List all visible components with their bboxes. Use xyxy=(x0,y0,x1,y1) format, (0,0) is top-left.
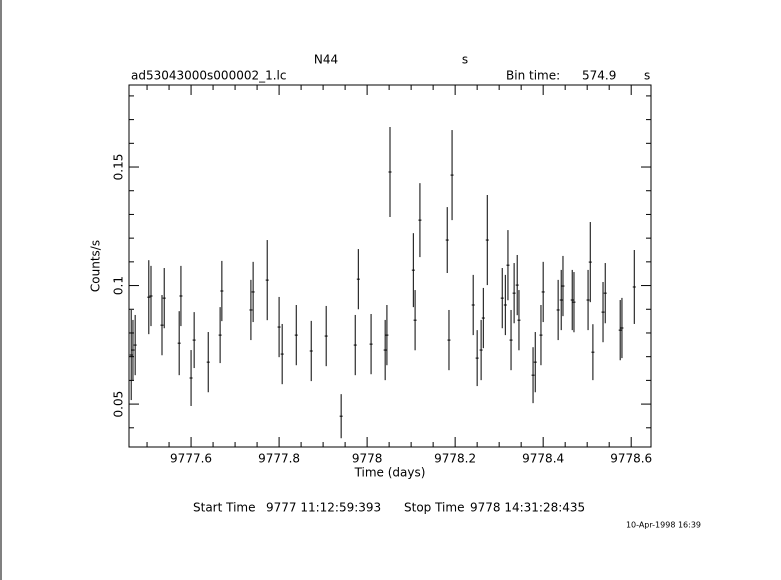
y-tick-label: 0.1 xyxy=(112,276,126,295)
start-time-label: Start Time xyxy=(193,501,256,515)
stop-time-label: Stop Time xyxy=(404,501,464,515)
y-axis-label: Counts/s xyxy=(89,240,103,292)
file-name: ad53043000s000002_1.lc xyxy=(131,69,287,83)
x-tick-label: 9778.2 xyxy=(434,452,476,466)
x-tick-label: 9778 xyxy=(352,452,383,466)
stop-time: 9778 14:31:28:435 xyxy=(470,501,585,515)
timestamp: 10-Apr-1998 16:39 xyxy=(626,521,701,530)
x-tick-label: 9778.6 xyxy=(610,452,652,466)
y-tick-label: 0.05 xyxy=(112,391,126,418)
bin-time-label: Bin time: xyxy=(506,69,560,83)
bin-time-value: 574.9 xyxy=(582,69,616,83)
bin-time-unit: s xyxy=(644,69,650,83)
y-tick-label: 0.15 xyxy=(112,154,126,181)
start-time: 9777 11:12:59:393 xyxy=(266,501,381,515)
x-tick-label: 9777.8 xyxy=(258,452,300,466)
chart-subtitle: s xyxy=(462,53,468,67)
chart-title: N44 xyxy=(314,53,338,67)
x-axis-label: Time (days) xyxy=(354,466,426,480)
x-tick-label: 9777.6 xyxy=(170,452,212,466)
plot-frame xyxy=(128,84,652,448)
x-tick-label: 9778.4 xyxy=(522,452,564,466)
